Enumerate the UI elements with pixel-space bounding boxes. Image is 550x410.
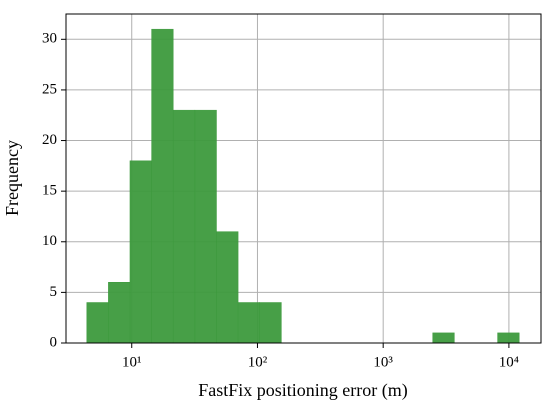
y-tick-label: 30 (42, 31, 57, 47)
bar (259, 302, 282, 344)
y-tick-label: 0 (50, 334, 58, 350)
bar (497, 332, 520, 344)
bar (237, 302, 260, 344)
y-axis-label: Frequency (2, 140, 22, 216)
bar (129, 160, 152, 344)
y-tick-label: 20 (42, 132, 57, 148)
x-axis-label: FastFix positioning error (m) (198, 380, 408, 401)
bar (172, 109, 196, 344)
bar-layer (86, 28, 520, 344)
y-tick-label: 15 (42, 183, 57, 199)
x-tick-label: 10³ (373, 354, 393, 370)
bar (86, 302, 109, 344)
bar (216, 231, 239, 344)
y-tick-label: 5 (50, 284, 58, 300)
y-tick-label: 25 (42, 81, 57, 97)
bar (108, 282, 131, 344)
bar (151, 28, 174, 344)
y-tick-label: 10 (42, 233, 57, 249)
x-tick-label: 10¹ (122, 354, 142, 370)
bar (194, 109, 217, 344)
plot-frame (65, 13, 542, 344)
x-tick-label: 10² (248, 354, 268, 370)
x-tick-label: 10⁴ (499, 354, 519, 370)
bar (432, 332, 455, 344)
